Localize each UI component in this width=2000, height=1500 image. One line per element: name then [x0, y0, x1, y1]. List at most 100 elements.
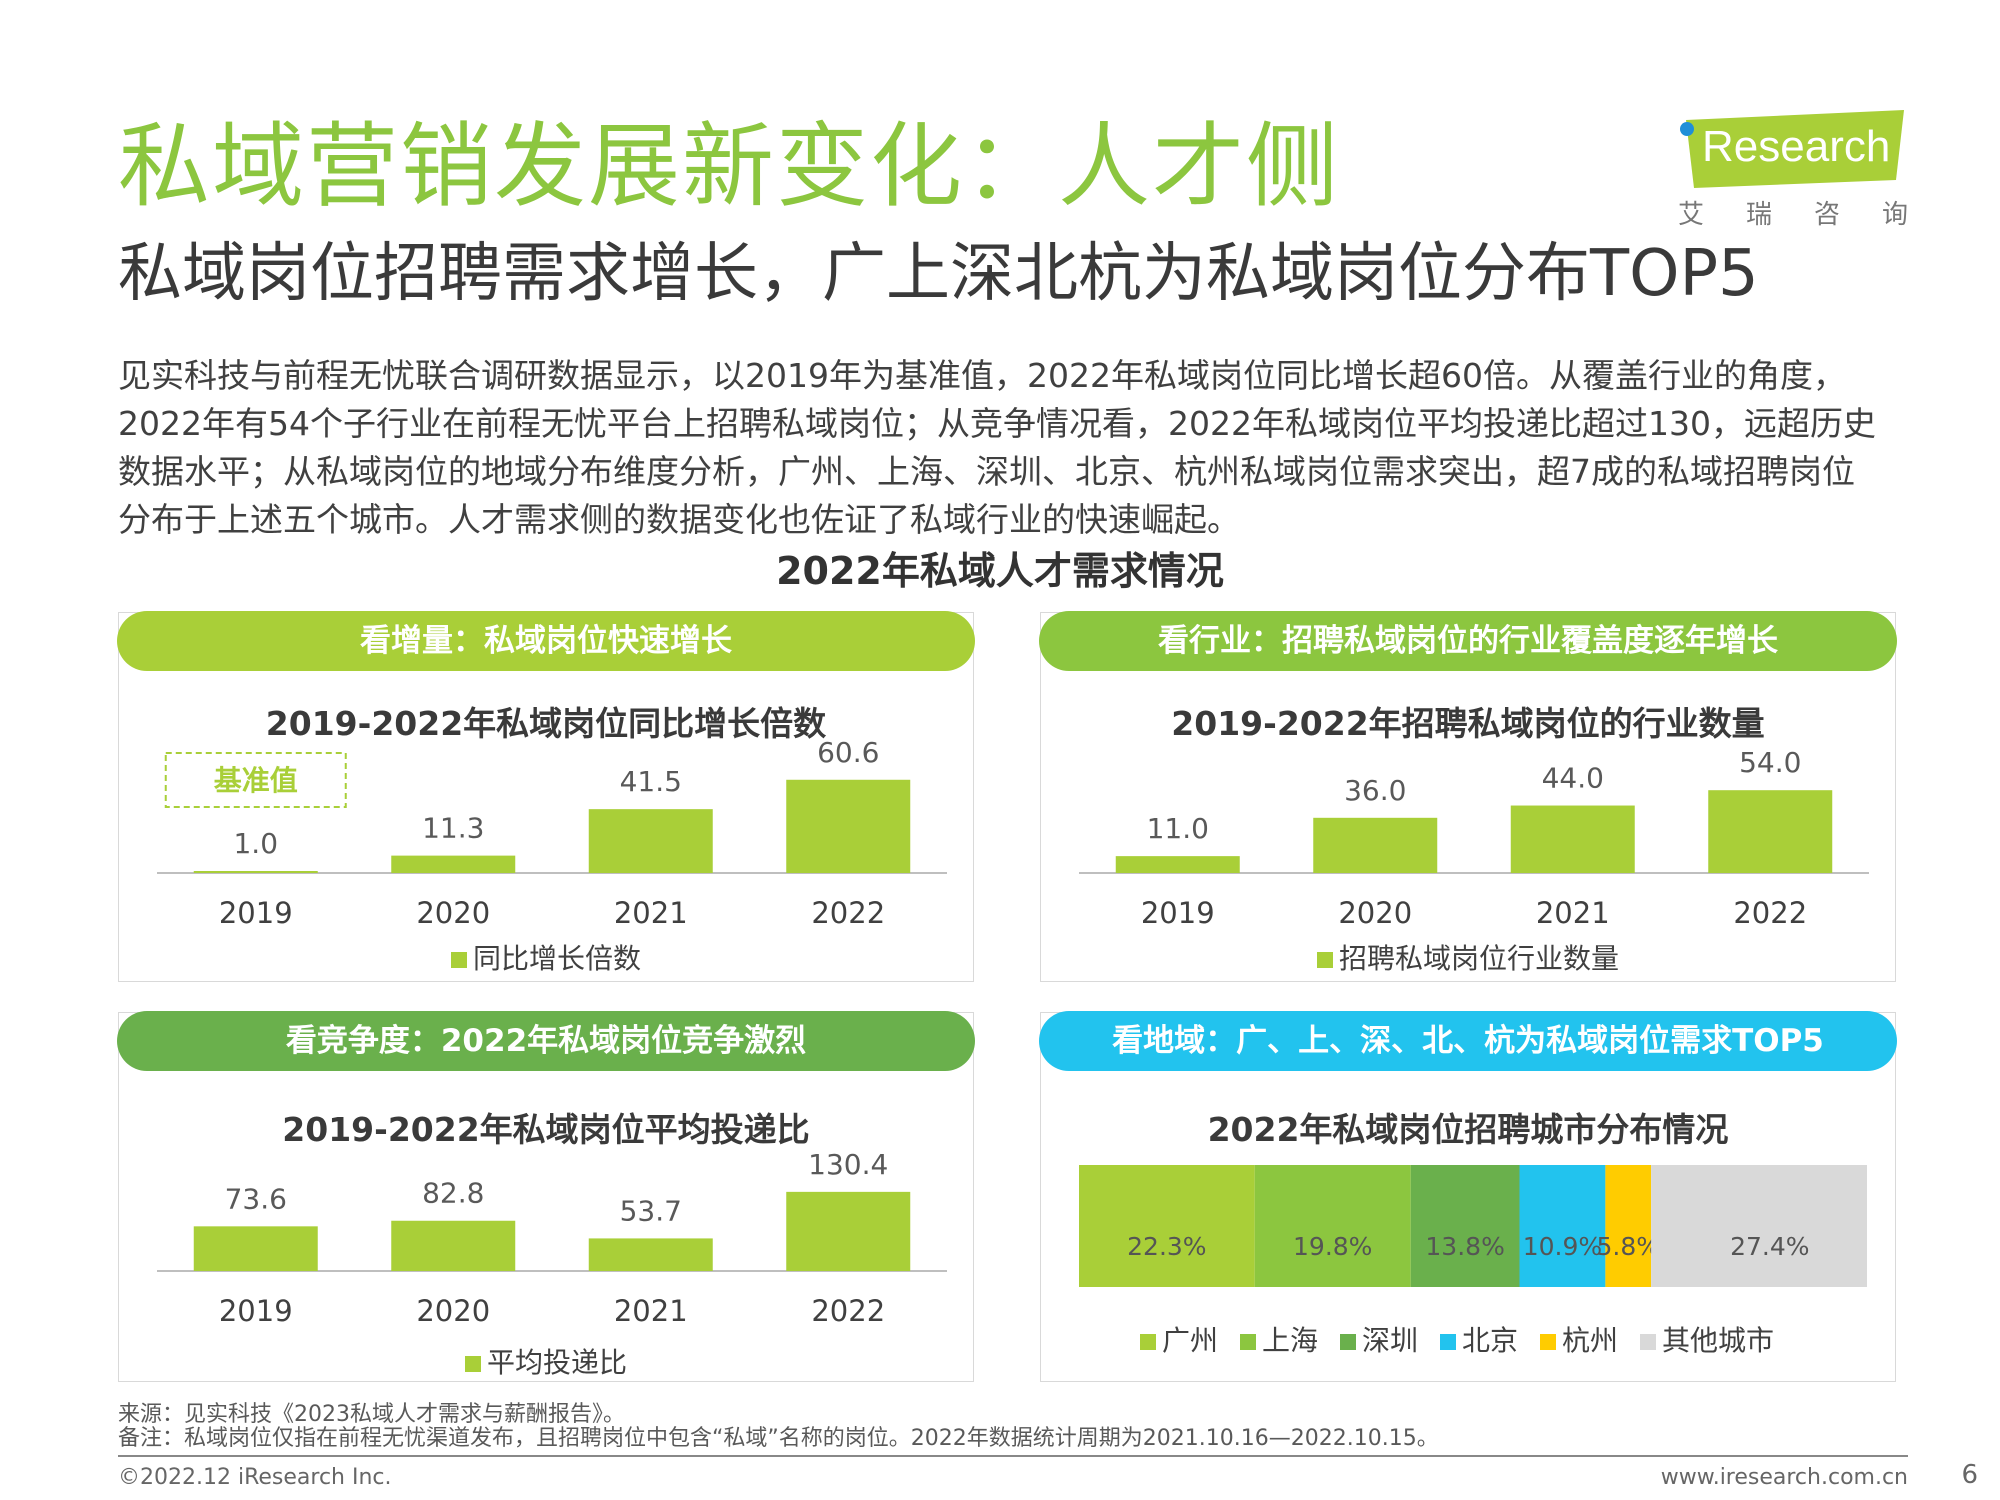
- legend-item: 北京: [1440, 1324, 1518, 1357]
- bar: [588, 809, 713, 873]
- legend-swatch: [1540, 1334, 1557, 1350]
- bar: [193, 871, 318, 873]
- body-line: 2022年有54个子行业在前程无忧平台上招聘私域岗位；从竞争情况看，2022年私…: [118, 404, 1876, 443]
- logo-cn-char: 瑞: [1745, 200, 1772, 230]
- body-line: 分布于上述五个城市。人才需求侧的数据变化也佐证了私域行业的快速崛起。: [118, 500, 1240, 539]
- legend-swatch: [1339, 1334, 1356, 1350]
- data-label: 22.3%: [1127, 1232, 1206, 1261]
- tick-label: 2019: [219, 1294, 293, 1328]
- chart-legend: 平均投递比: [119, 1341, 973, 1381]
- baseline-annotation: 基准值: [214, 764, 298, 797]
- legend-label: 招聘私域岗位行业数量: [1338, 942, 1619, 975]
- legend-item: 广州: [1139, 1324, 1218, 1357]
- chart-legend: 招聘私域岗位行业数量: [1041, 937, 1895, 977]
- footer-note: 备注：私域岗位仅指在前程无忧渠道发布，且招聘岗位中包含“私域”名称的岗位。202…: [118, 1426, 1439, 1451]
- page-number: 6: [1961, 1460, 1978, 1490]
- legend-swatch: [1640, 1334, 1657, 1350]
- tick-label: 2020: [416, 1294, 490, 1328]
- legend-label: 广州: [1161, 1324, 1218, 1357]
- bar: [1313, 817, 1438, 873]
- logo-cn-char: 咨: [1813, 200, 1840, 230]
- panel-header: 看行业：招聘私域岗位的行业覆盖度逐年增长: [1039, 611, 1897, 671]
- data-label: 10.9%: [1523, 1232, 1602, 1261]
- panel-header: 看地域：广、上、深、北、杭为私域岗位需求TOP5: [1039, 1011, 1897, 1071]
- data-label: 11.3: [422, 812, 484, 845]
- legend-swatch: [1440, 1334, 1456, 1350]
- panel-industry: 看行业：招聘私域岗位的行业覆盖度逐年增长 2019-2022年招聘私域岗位的行业…: [1039, 611, 1897, 982]
- chart-growth: 1.0 2019 基准值 11.3 2020 41.5 2021 60.6 2022: [157, 736, 947, 930]
- data-label: 1.0: [233, 827, 278, 860]
- legend-label: 杭州: [1562, 1324, 1619, 1357]
- tick-label: 2022: [1733, 896, 1807, 930]
- bar: [391, 855, 516, 873]
- bar: [1708, 790, 1833, 873]
- legend-swatch: [1239, 1334, 1256, 1350]
- tick-label: 2021: [1536, 896, 1610, 930]
- stack-segment: [1605, 1165, 1652, 1287]
- bar: [1115, 856, 1240, 873]
- bar: [1510, 805, 1635, 873]
- chart-title: 2019-2022年招聘私域岗位的行业数量: [1171, 704, 1765, 743]
- data-label: 130.4: [808, 1148, 888, 1181]
- chart-legend: 广州 上海 深圳 北京 杭州 其他城市: [1041, 1319, 1895, 1359]
- data-label: 41.5: [620, 765, 682, 798]
- data-label: 27.4%: [1730, 1232, 1809, 1261]
- iresearch-logo: Research 艾 瑞 咨 询: [1666, 110, 1908, 230]
- logo-dot-icon: [1680, 122, 1694, 136]
- footer-url[interactable]: www.iresearch.com.cn: [1660, 1465, 1908, 1490]
- body-line: 数据水平；从私域岗位的地域分布维度分析，广州、上海、深圳、北京、杭州私域岗位需求…: [118, 452, 1855, 491]
- legend-label: 平均投递比: [486, 1346, 627, 1379]
- logo-banner-shape: [1686, 110, 1904, 188]
- tick-label: 2022: [811, 896, 885, 930]
- chart-competition: 73.6 2019 82.8 2020 53.7 2021 130.4 2022: [157, 1148, 947, 1328]
- stack-segment: [1079, 1165, 1255, 1287]
- body-text: 见实科技与前程无忧联合调研数据显示，以2019年为基准值，2022年私域岗位同比…: [118, 352, 1908, 544]
- chart-region: 22.3% 19.8% 13.8% 10.9%5.8% 27.4%: [1079, 1165, 1867, 1287]
- data-label: 60.6: [817, 736, 879, 769]
- stack-segment: [1651, 1165, 1867, 1287]
- legend-swatch: [1316, 952, 1333, 968]
- data-label: 82.8: [422, 1177, 484, 1210]
- legend-item: 杭州: [1540, 1324, 1618, 1357]
- panel-competition: 看竞争度：2022年私域岗位竞争激烈 2019-2022年私域岗位平均投递比 7…: [117, 1011, 975, 1382]
- legend-item: 其他城市: [1640, 1324, 1774, 1357]
- baseline-annotation-box: [164, 752, 347, 808]
- chart-title: 2022年私域岗位招聘城市分布情况: [1207, 1110, 1729, 1149]
- data-label: 73.6: [225, 1182, 287, 1215]
- data-label: 11.0: [1147, 812, 1209, 845]
- data-label: 5.8%: [1596, 1232, 1660, 1261]
- footer-source: 来源：见实科技《2023私域人才需求与薪酬报告》。: [118, 1402, 625, 1427]
- tick-label: 2020: [1338, 896, 1412, 930]
- chart-title: 2019-2022年私域岗位平均投递比: [282, 1110, 810, 1149]
- panel-region: 看地域：广、上、深、北、杭为私域岗位需求TOP5 2022年私域岗位招聘城市分布…: [1039, 1011, 1897, 1382]
- tick-label: 2019: [219, 896, 293, 930]
- section-title: 2022年私域人才需求情况: [776, 549, 1224, 593]
- bar: [391, 1220, 516, 1271]
- data-label: 54.0: [1739, 746, 1801, 779]
- legend-swatch: [1139, 1334, 1156, 1350]
- bar: [786, 1191, 911, 1271]
- data-label: 36.0: [1344, 774, 1406, 807]
- legend-swatch: [464, 1356, 481, 1372]
- legend-item: 深圳: [1339, 1324, 1418, 1357]
- data-label: 13.8%: [1425, 1232, 1504, 1261]
- bar: [588, 1238, 713, 1271]
- legend-label: 北京: [1462, 1324, 1519, 1357]
- tick-label: 2021: [614, 896, 688, 930]
- chart-legend: 同比增长倍数: [119, 937, 973, 977]
- legend-label: 深圳: [1361, 1324, 1418, 1357]
- data-label: 19.8%: [1293, 1232, 1372, 1261]
- legend-item: 上海: [1239, 1324, 1318, 1357]
- data-label: 44.0: [1542, 762, 1604, 795]
- legend-label: 同比增长倍数: [472, 942, 641, 975]
- tick-label: 2022: [811, 1294, 885, 1328]
- legend-label: 其他城市: [1662, 1324, 1775, 1357]
- tick-label: 2021: [614, 1294, 688, 1328]
- legend-label: 上海: [1261, 1324, 1318, 1357]
- legend-swatch: [450, 952, 467, 968]
- bar: [786, 779, 911, 873]
- chart-industry: 11.0 2019 36.0 2020 44.0 2021 54.0 2022: [1079, 746, 1869, 930]
- panel-header: 看增量：私域岗位快速增长: [117, 611, 975, 671]
- panel-growth: 看增量：私域岗位快速增长 2019-2022年私域岗位同比增长倍数 1.0 201…: [117, 611, 975, 982]
- logo-cn-char: 询: [1881, 200, 1908, 230]
